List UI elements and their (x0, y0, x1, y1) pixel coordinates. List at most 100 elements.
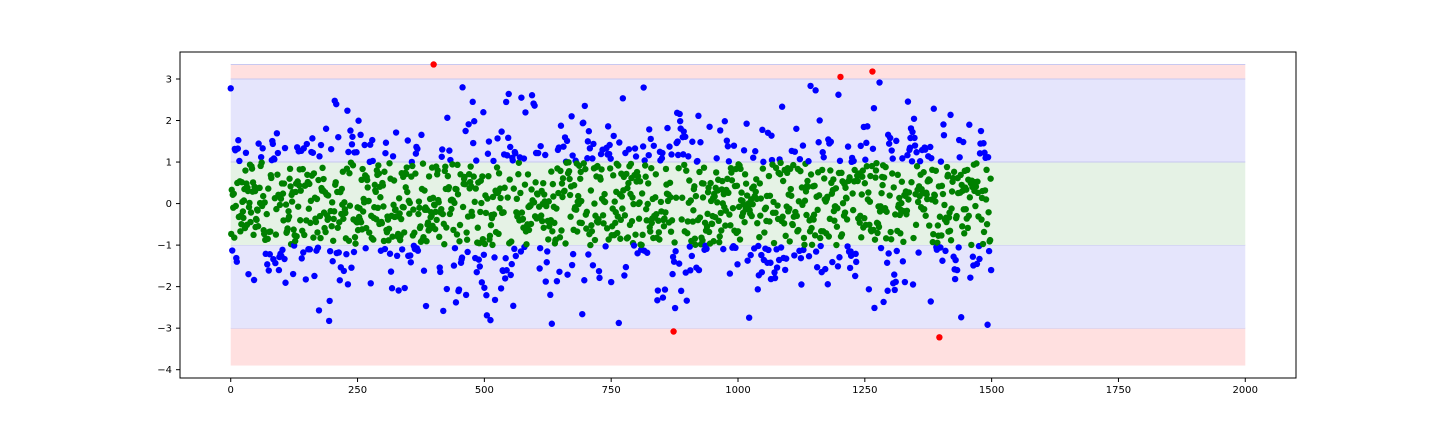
point-within-1 (668, 217, 676, 224)
point-within-3 (392, 129, 400, 136)
point-within-1 (438, 205, 445, 213)
point-within-1 (896, 194, 903, 202)
point-within-3 (928, 154, 935, 162)
point-within-3 (956, 154, 963, 161)
point-within-1 (866, 198, 874, 205)
point-within-1 (550, 193, 557, 200)
point-within-3 (335, 133, 342, 141)
point-within-1 (843, 216, 851, 223)
point-within-1 (725, 189, 732, 197)
point-within-1 (543, 202, 550, 210)
point-within-1 (851, 166, 858, 174)
point-within-1 (793, 212, 801, 220)
point-within-1 (396, 210, 403, 217)
point-within-1 (687, 197, 695, 204)
point-within-3 (669, 270, 676, 278)
point-within-1 (861, 214, 868, 222)
point-within-1 (644, 200, 651, 208)
point-within-1 (889, 170, 896, 177)
point-within-1 (285, 213, 293, 220)
point-within-3 (940, 131, 948, 139)
point-within-1 (583, 225, 590, 232)
point-within-1 (433, 216, 440, 224)
point-within-1 (454, 161, 461, 169)
point-within-1 (856, 219, 863, 226)
point-within-1 (776, 170, 784, 178)
point-within-3 (782, 255, 790, 262)
point-within-1 (597, 176, 604, 183)
point-within-1 (285, 208, 292, 215)
point-within-3 (680, 128, 687, 135)
point-within-1 (931, 192, 939, 199)
point-within-3 (984, 321, 991, 328)
point-within-3 (732, 244, 739, 252)
point-within-1 (854, 177, 861, 185)
point-within-1 (573, 228, 581, 235)
point-within-1 (583, 208, 591, 216)
point-within-1 (926, 177, 933, 184)
point-within-3 (480, 109, 487, 116)
point-within-1 (814, 206, 821, 214)
point-within-3 (585, 251, 592, 258)
band-2 (230, 245, 1246, 329)
y-tick-label: −3 (157, 324, 172, 335)
point-within-3 (869, 145, 877, 152)
point-within-3 (414, 145, 421, 153)
point-within-3 (317, 141, 325, 149)
point-within-3 (689, 138, 696, 145)
point-within-1 (561, 187, 568, 195)
point-within-1 (972, 183, 980, 190)
point-within-1 (331, 208, 338, 215)
point-within-1 (934, 239, 941, 246)
point-within-3 (259, 145, 266, 152)
point-within-1 (346, 170, 353, 177)
point-within-3 (420, 267, 428, 274)
point-within-1 (272, 231, 280, 238)
point-within-1 (325, 215, 332, 222)
point-within-1 (261, 230, 268, 238)
point-within-1 (611, 198, 618, 205)
point-within-3 (369, 136, 376, 144)
point-within-3 (797, 254, 805, 262)
point-within-3 (645, 151, 652, 159)
point-within-3 (759, 126, 766, 134)
point-within-3 (937, 244, 944, 251)
point-within-1 (804, 183, 812, 190)
point-within-1 (886, 192, 893, 199)
point-within-1 (412, 170, 419, 177)
point-within-1 (803, 211, 810, 219)
point-within-1 (450, 226, 457, 234)
point-within-3 (734, 261, 741, 268)
point-within-1 (779, 177, 787, 185)
point-within-3 (569, 152, 576, 159)
point-within-1 (667, 228, 675, 235)
point-within-3 (497, 285, 505, 292)
point-within-1 (754, 219, 761, 227)
point-within-1 (363, 176, 371, 184)
point-within-1 (961, 230, 968, 237)
point-within-1 (801, 197, 809, 204)
point-within-3 (641, 157, 648, 164)
point-within-1 (762, 204, 770, 211)
x-tick-label: 2000 (1233, 385, 1258, 396)
point-within-3 (672, 248, 679, 255)
point-within-3 (906, 144, 914, 151)
point-within-1 (549, 180, 557, 188)
point-within-3 (289, 270, 297, 278)
point-within-1 (606, 165, 614, 172)
point-within-3 (812, 87, 819, 94)
point-within-1 (442, 163, 449, 170)
point-within-1 (372, 188, 380, 196)
point-within-1 (277, 195, 285, 202)
point-within-1 (551, 219, 558, 227)
point-within-3 (589, 262, 597, 269)
point-within-3 (478, 279, 486, 286)
point-within-3 (227, 85, 234, 92)
point-within-3 (640, 84, 647, 91)
point-within-1 (264, 235, 271, 243)
point-within-1 (753, 176, 760, 183)
point-within-1 (963, 186, 970, 193)
point-within-3 (864, 123, 871, 130)
point-within-1 (256, 184, 263, 192)
point-within-1 (825, 233, 833, 240)
